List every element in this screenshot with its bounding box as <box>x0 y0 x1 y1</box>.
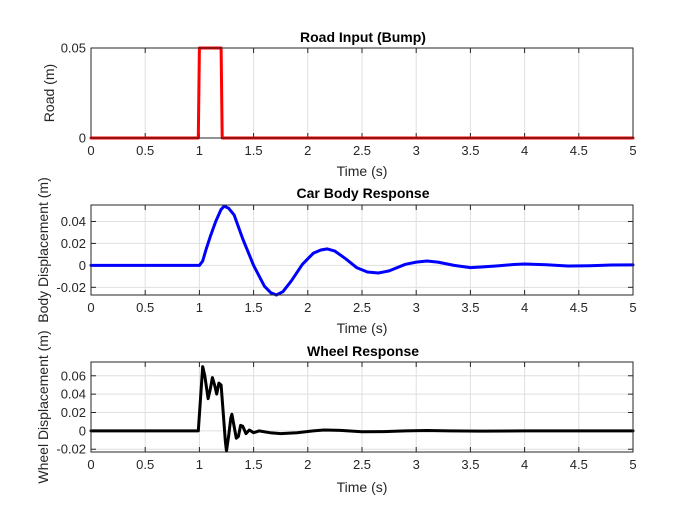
wheel-y-tick-label: 0 <box>79 423 86 438</box>
car-body-y-tick-label: -0.02 <box>56 280 86 295</box>
wheel-panel: Wheel Response 0 0.5 1 1.5 2 2.5 3 3.5 4 4.5 5 -0.0… <box>35 330 637 495</box>
car-body-x-tick-label: 2.5 <box>353 300 371 315</box>
road-input-plot-area: 0 0.5 1 1.5 2 2.5 3 3.5 4 4.5 5 0 0.05 <box>61 41 637 159</box>
car-body-x-tick-label: 2 <box>304 300 311 315</box>
wheel-x-tick-label: 1.5 <box>245 457 263 472</box>
car-body-ylabel: Body Displacement (m) <box>35 177 51 323</box>
wheel-y-tick-label: 0.06 <box>61 368 86 383</box>
car-body-series-line <box>89 204 635 297</box>
road-input-y-tick-label: 0 <box>79 131 86 146</box>
car-body-x-tick-label: 4 <box>521 300 528 315</box>
car-body-axes-box <box>90 204 634 296</box>
road-input-ylabel: Road (m) <box>41 64 57 122</box>
road-input-title: Road Input (Bump) <box>300 29 426 45</box>
car-body-y-tick-label: 0.02 <box>61 236 86 251</box>
wheel-y-tick-label: -0.02 <box>56 442 86 457</box>
car-body-xlabel: Time (s) <box>337 320 388 336</box>
car-body-x-tick-label: 4.5 <box>570 300 588 315</box>
car-body-x-tick-label: 1.5 <box>245 300 263 315</box>
road-input-x-tick-label: 1.5 <box>245 143 263 158</box>
wheel-y-tick-label: 0.02 <box>61 405 86 420</box>
wheel-x-tick-label: 1 <box>196 457 203 472</box>
wheel-x-tick-label: 0 <box>87 457 94 472</box>
road-input-x-tick-label: 4.5 <box>570 143 588 158</box>
wheel-x-tick-label: 4 <box>521 457 528 472</box>
wheel-ylabel: Wheel Displacement (m) <box>35 330 51 483</box>
car-body-panel: Car Body Response 0 0.5 1 1.5 2 2.5 3 3.5 4 4.5 5 -… <box>35 177 637 336</box>
wheel-xlabel: Time (s) <box>337 479 388 495</box>
wheel-y-tick-label: 0.04 <box>61 387 86 402</box>
wheel-axes-box <box>90 361 634 453</box>
road-input-x-tick-label: 1 <box>196 143 203 158</box>
wheel-title: Wheel Response <box>307 343 419 359</box>
road-input-y-tick-label: 0.05 <box>61 41 86 56</box>
car-body-title: Car Body Response <box>296 185 429 201</box>
road-input-x-tick-label: 0.5 <box>136 143 154 158</box>
car-body-x-tick-label: 3 <box>413 300 420 315</box>
road-input-x-tick-label: 0 <box>87 143 94 158</box>
road-input-axes-box <box>90 47 634 139</box>
wheel-x-tick-label: 2 <box>304 457 311 472</box>
road-input-xlabel: Time (s) <box>337 163 388 179</box>
wheel-x-tick-label: 3 <box>413 457 420 472</box>
road-input-x-tick-label: 4 <box>521 143 528 158</box>
car-body-x-tick-label: 3.5 <box>461 300 479 315</box>
wheel-x-tick-label: 3.5 <box>461 457 479 472</box>
car-body-y-tick-label: 0.04 <box>61 214 86 229</box>
road-input-ticks: 0 0.5 1 1.5 2 2.5 3 3.5 4 4.5 5 0 0.05 <box>61 41 637 159</box>
car-body-x-tick-label: 1 <box>196 300 203 315</box>
wheel-x-tick-label: 2.5 <box>353 457 371 472</box>
wheel-x-tick-label: 0.5 <box>136 457 154 472</box>
wheel-x-tick-label: 4.5 <box>570 457 588 472</box>
car-body-x-tick-label: 0 <box>87 300 94 315</box>
car-body-x-tick-label: 5 <box>629 300 636 315</box>
road-input-x-tick-label: 2.5 <box>353 143 371 158</box>
road-input-x-tick-label: 2 <box>304 143 311 158</box>
road-input-panel: Road Input (Bump) 0 0.5 1 1.5 2 2.5 3 3.5 4 4.5 50… <box>41 29 637 179</box>
wheel-series-line <box>89 365 635 453</box>
car-body-x-tick-label: 0.5 <box>136 300 154 315</box>
wheel-x-tick-label: 5 <box>629 457 636 472</box>
car-body-y-tick-label: 0 <box>79 258 86 273</box>
road-input-x-tick-label: 5 <box>629 143 636 158</box>
road-input-x-tick-label: 3 <box>413 143 420 158</box>
road-input-x-tick-label: 3.5 <box>461 143 479 158</box>
